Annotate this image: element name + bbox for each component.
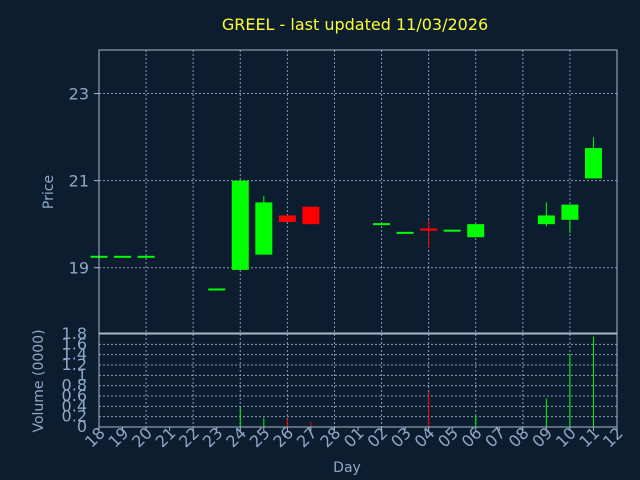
price-tick-label: 21 [69, 172, 89, 191]
volume-tick-label: 1 [77, 365, 87, 384]
x-tick-label: 12 [599, 423, 627, 451]
price-candles [90, 137, 602, 291]
candle-body [302, 206, 320, 225]
volume-tick-label: 1.4 [62, 345, 87, 364]
candle-body [561, 204, 579, 220]
volume-gridlines [99, 333, 617, 428]
price-plot-frame [98, 49, 618, 334]
candle-body [396, 231, 414, 234]
candle-body [584, 147, 602, 179]
price-tick-label: 19 [69, 259, 89, 278]
candle-body [208, 288, 226, 291]
x-axis-label: Day [333, 460, 361, 476]
candle-body [137, 255, 155, 258]
candle-body [420, 228, 438, 231]
volume-axis-label: Volume (0000) [31, 329, 47, 432]
volume-tick-label: 0.2 [62, 407, 87, 426]
price-tick-label: 23 [69, 85, 89, 104]
volume-tick-label: 1.8 [62, 324, 87, 343]
candle-body [255, 202, 273, 255]
volume-tick-label: 0.4 [62, 396, 87, 415]
volume-tick-label: 1.2 [62, 355, 87, 374]
candle-body [114, 255, 132, 258]
volume-tick-label: 1.6 [62, 334, 87, 353]
candle-body [467, 224, 485, 238]
candle-body [373, 223, 391, 226]
volume-tick-label: 0 [77, 417, 87, 436]
price-axis-label: Price [41, 175, 57, 209]
volume-tick-label: 0.8 [62, 376, 87, 395]
candle-body [231, 180, 249, 270]
volume-plot-frame [98, 333, 618, 428]
candle-body [537, 215, 555, 225]
chart-title: GREEL - last updated 11/03/2026 [222, 15, 488, 34]
candle-body [278, 215, 296, 222]
candle-body [443, 229, 461, 232]
volume-bars [239, 336, 594, 427]
price-gridlines [94, 50, 617, 333]
volume-tick-label: 0.6 [62, 386, 87, 405]
